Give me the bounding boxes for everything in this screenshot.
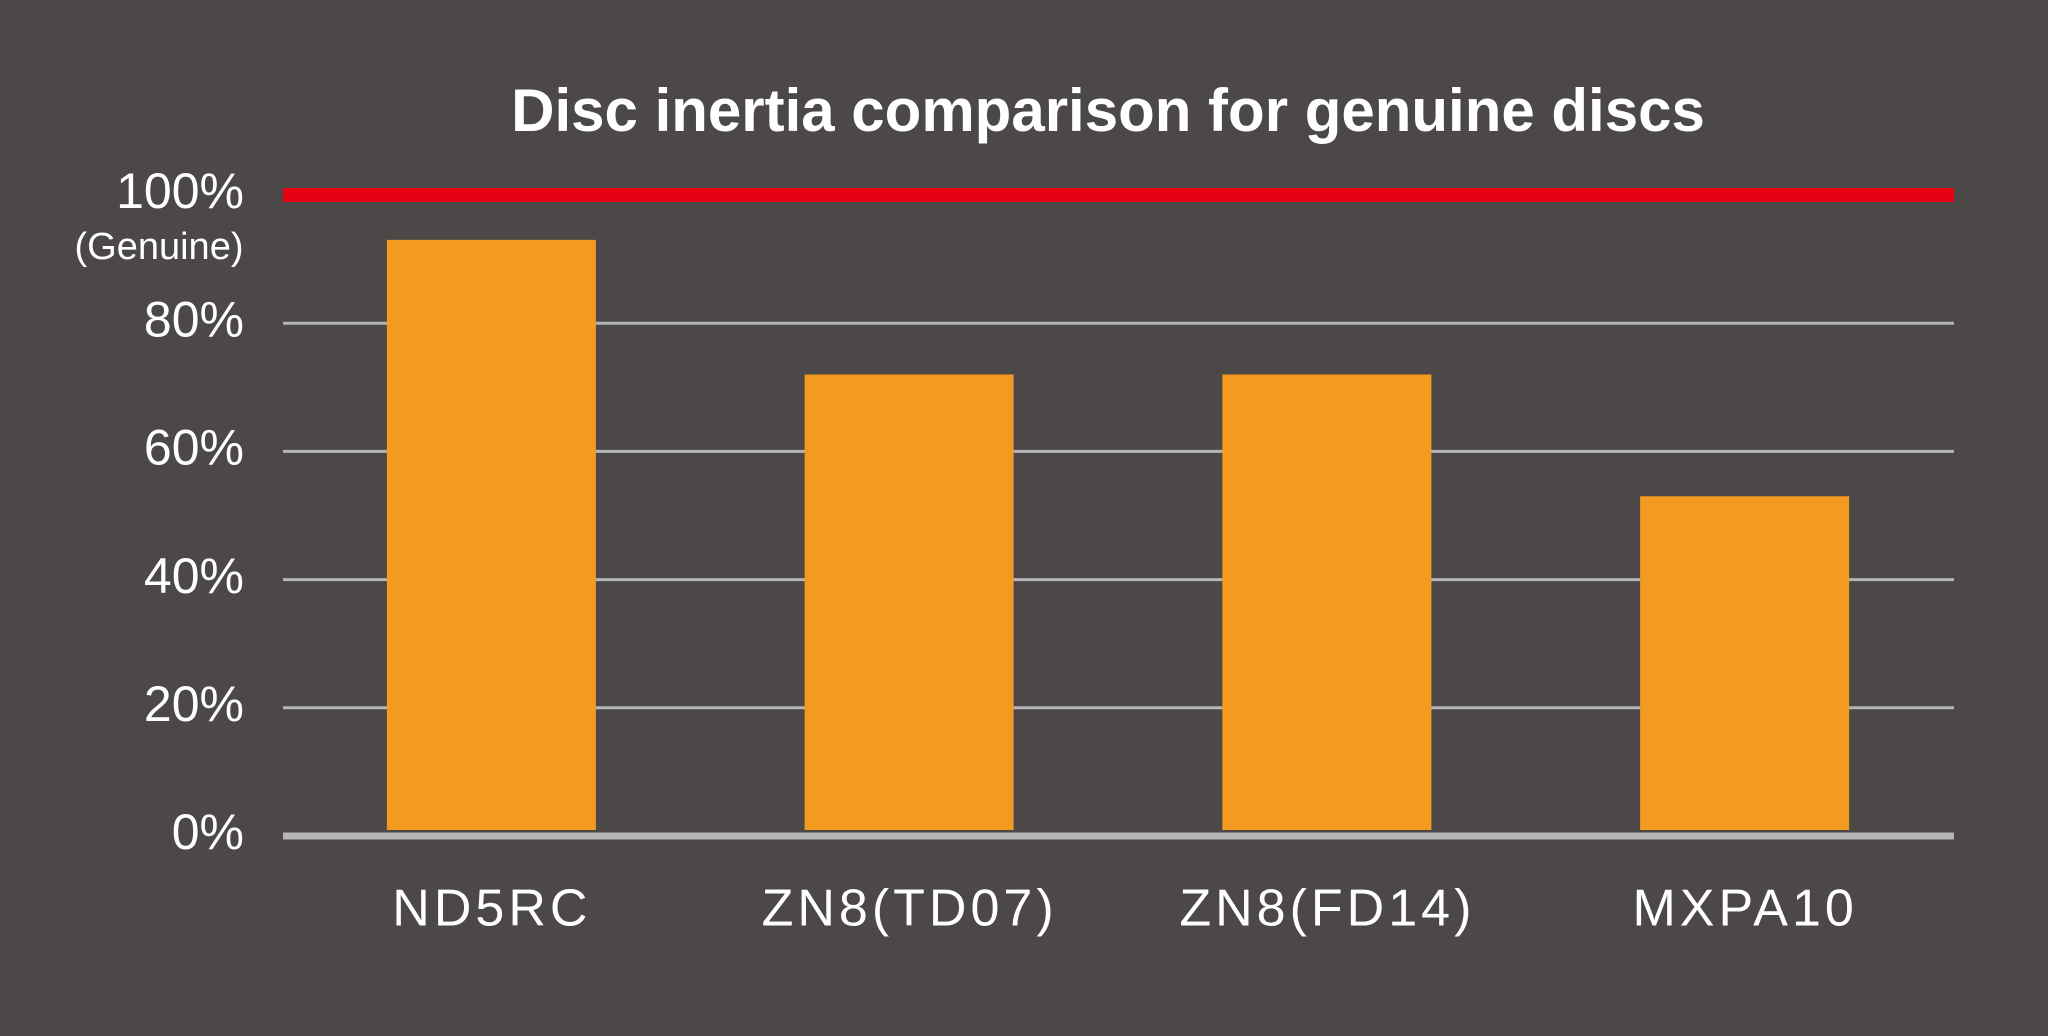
bar <box>1222 374 1432 830</box>
y-tick-label: 100% <box>116 163 244 219</box>
chart-title: Disc inertia comparison for genuine disc… <box>511 77 1705 144</box>
y-tick-label: 60% <box>144 420 244 476</box>
y-tick-label: 40% <box>144 548 244 604</box>
y-tick-label: 20% <box>144 676 244 732</box>
y-tick-label: 80% <box>144 291 244 347</box>
bar <box>804 374 1014 830</box>
reference-label: (Genuine) <box>75 226 244 268</box>
x-tick-label: ZN8(FD14) <box>1179 880 1475 938</box>
bar <box>1640 496 1850 830</box>
x-tick-label: ZN8(TD07) <box>762 880 1058 938</box>
bar <box>386 239 596 830</box>
y-tick-label: 0% <box>172 804 244 860</box>
x-tick-label: MXPA10 <box>1632 880 1857 938</box>
x-tick-label: ND5RC <box>392 880 591 938</box>
